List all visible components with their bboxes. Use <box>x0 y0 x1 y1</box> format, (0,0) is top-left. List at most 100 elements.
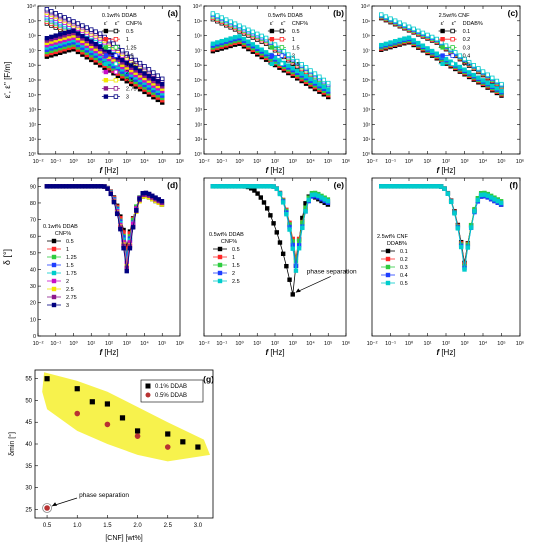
data-point <box>306 197 311 203</box>
data-point <box>137 60 143 66</box>
x-tick-label: 10⁻² <box>33 341 44 347</box>
legend-marker <box>51 262 57 268</box>
y-tick-label: 80 <box>30 201 36 207</box>
data-point <box>121 246 126 251</box>
data-point <box>142 71 147 76</box>
legend-label: 0.5 <box>126 29 134 35</box>
panel-label: (e) <box>334 180 345 190</box>
legend-marker <box>51 238 57 244</box>
x-tick-label: 10¹ <box>253 159 261 165</box>
data-point <box>300 225 305 231</box>
data-point <box>160 76 165 82</box>
y-tick-label: 35 <box>25 464 32 470</box>
data-point <box>210 41 216 46</box>
legend-marker <box>450 45 455 50</box>
legend-marker <box>103 86 109 91</box>
legend-label: 1.25 <box>66 255 77 261</box>
legend-title: 0.5wt% DDAB <box>268 13 303 19</box>
x-axis-label: f [Hz] <box>265 166 284 175</box>
y-tick-label: 30 <box>25 486 32 492</box>
legend-label: 0.2 <box>400 257 408 263</box>
y-tick-label: 10⁶ <box>194 63 202 69</box>
x-tick-label: 10⁴ <box>479 158 488 165</box>
legend-marker <box>450 61 455 66</box>
legend-col-header: DDAB% <box>463 21 483 27</box>
y-tick-label: 10⁴ <box>362 93 370 99</box>
data-point <box>75 31 81 36</box>
data-point <box>271 221 276 226</box>
data-point <box>180 439 186 445</box>
legend-marker <box>113 78 119 83</box>
y-axis-label: ε', ε'' [F/m] <box>3 62 12 99</box>
data-point <box>392 39 398 44</box>
data-point <box>241 25 247 30</box>
legend-marker <box>113 37 119 42</box>
data-point <box>223 17 229 22</box>
data-point <box>71 19 76 24</box>
x-tick-label: 10⁶ <box>176 158 184 165</box>
data-point <box>280 251 286 256</box>
x-tick-label: 10³ <box>461 341 469 347</box>
data-point <box>296 238 302 243</box>
data-point <box>485 80 490 86</box>
data-point <box>66 29 72 34</box>
legend-marker <box>440 28 445 34</box>
data-point <box>84 25 90 30</box>
data-point <box>287 277 292 282</box>
data-point <box>425 46 430 51</box>
legend-marker <box>217 246 223 252</box>
data-point <box>215 40 220 45</box>
data-point <box>455 226 461 231</box>
data-point <box>312 71 318 76</box>
data-point <box>499 81 504 87</box>
data-point <box>321 77 327 83</box>
legend-label: 0.5 <box>400 281 408 287</box>
y-tick-label: 25 <box>25 507 32 513</box>
y-tick-label: 10¹ <box>363 137 371 143</box>
y-tick-label: 50 <box>25 398 32 404</box>
data-point <box>303 74 309 79</box>
data-point <box>120 48 125 53</box>
data-point <box>485 72 490 77</box>
data-point <box>299 62 304 67</box>
x-tick-label: 10⁻¹ <box>216 341 227 347</box>
data-point <box>490 83 495 88</box>
data-point <box>105 186 110 191</box>
y-tick-label: 10³ <box>363 108 371 114</box>
y-tick-label: 10⁵ <box>28 78 36 84</box>
data-point <box>246 27 251 32</box>
data-point <box>268 213 273 218</box>
y-tick-label: 0 <box>33 334 36 340</box>
data-point <box>272 42 278 47</box>
legend-marker <box>217 278 223 284</box>
legend-marker <box>279 37 285 42</box>
legend-marker <box>385 248 391 254</box>
legend-label: 2.5 <box>66 287 74 293</box>
x-tick-label: 10⁶ <box>342 158 350 165</box>
legend-label: 1.75 <box>126 62 137 68</box>
x-tick-label: 10⁻² <box>367 341 378 347</box>
legend-label: 2 <box>292 54 295 60</box>
data-point <box>406 24 412 29</box>
y-tick-label: 10⁹ <box>194 19 202 25</box>
data-point <box>104 421 111 428</box>
x-tick-label: 10⁴ <box>140 340 149 347</box>
legend-marker <box>113 69 119 75</box>
data-point <box>151 76 156 81</box>
data-point <box>134 428 141 434</box>
legend-col-header: ε' <box>104 21 108 27</box>
data-point <box>49 34 54 40</box>
x-tick-label: 10⁴ <box>479 340 488 347</box>
data-point <box>296 246 302 251</box>
data-point <box>290 246 295 251</box>
y-tick-label: 20 <box>30 301 36 307</box>
x-tick-label: 10³ <box>289 341 297 347</box>
data-point <box>104 401 111 407</box>
y-tick-label: 10⁵ <box>194 78 202 84</box>
y-axis-label: δmin [°] <box>8 432 16 456</box>
legend-col-header: CNF% <box>292 21 308 27</box>
data-point <box>259 47 264 52</box>
data-point <box>321 84 327 90</box>
